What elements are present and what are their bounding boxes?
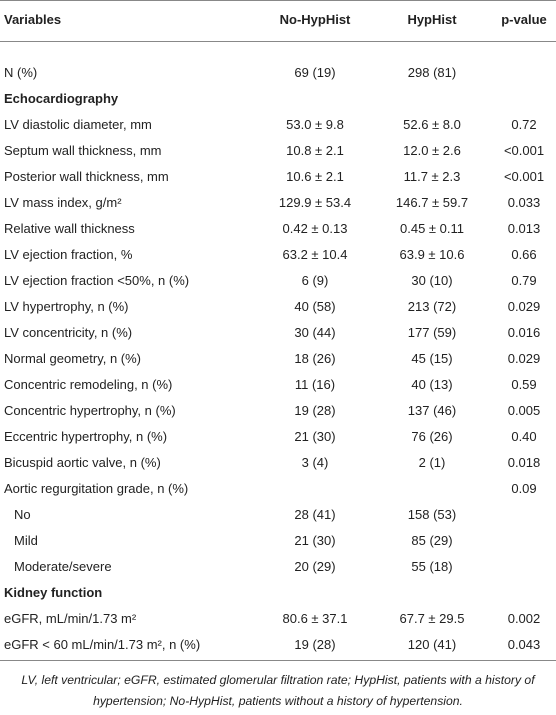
value-cell: 11 (16) xyxy=(294,377,336,392)
value-cell: 120 (41) xyxy=(407,637,457,652)
value-cell: 28 (41) xyxy=(294,507,336,522)
value-cell: 85 (29) xyxy=(411,533,453,548)
value-cell: 0.018 xyxy=(507,455,541,470)
value-cell: 0.79 xyxy=(511,273,537,288)
value-cell: 19 (28) xyxy=(294,637,336,652)
value-cell: 63.9 ± 10.6 xyxy=(399,247,465,262)
value-cell: <0.001 xyxy=(503,169,545,184)
value-cell: 52.6 ± 8.0 xyxy=(403,117,461,132)
value-cell: 11.7 ± 2.3 xyxy=(403,169,461,184)
value-cell: 177 (59) xyxy=(407,325,457,340)
value-cell: 40 (13) xyxy=(411,377,453,392)
value-cell: 146.7 ± 59.7 xyxy=(395,195,469,210)
header-cell: No-HypHist xyxy=(279,12,351,27)
value-cell: 158 (53) xyxy=(407,507,457,522)
row-label: Normal geometry, n (%) xyxy=(4,351,142,366)
value-cell: 69 (19) xyxy=(294,65,336,80)
value-cell: 0.72 xyxy=(511,117,537,132)
value-cell: 129.9 ± 53.4 xyxy=(278,195,352,210)
value-cell: 137 (46) xyxy=(407,403,457,418)
row-label: Mild xyxy=(14,533,38,548)
value-cell: 2 (1) xyxy=(418,455,446,470)
row-label: LV ejection fraction <50%, n (%) xyxy=(4,273,190,288)
value-cell: 12.0 ± 2.6 xyxy=(403,143,461,158)
value-cell: 213 (72) xyxy=(407,299,457,314)
value-cell: 10.8 ± 2.1 xyxy=(286,143,344,158)
row-label: N (%) xyxy=(4,65,38,80)
value-cell: 0.59 xyxy=(511,377,537,392)
value-cell: 76 (26) xyxy=(411,429,453,444)
row-label: LV mass index, g/m² xyxy=(4,195,122,210)
value-cell: 0.42 ± 0.13 xyxy=(282,221,348,236)
row-label: LV hypertrophy, n (%) xyxy=(4,299,129,314)
value-cell: 0.029 xyxy=(507,351,541,366)
section-title: Echocardiography xyxy=(4,91,119,106)
value-cell: 21 (30) xyxy=(294,533,336,548)
value-cell: 0.016 xyxy=(507,325,541,340)
value-cell: 0.09 xyxy=(511,481,537,496)
row-label: Aortic regurgitation grade, n (%) xyxy=(4,481,189,496)
value-cell: 0.013 xyxy=(507,221,541,236)
row-label: Posterior wall thickness, mm xyxy=(4,169,169,184)
row-label: Bicuspid aortic valve, n (%) xyxy=(4,455,161,470)
value-cell: 55 (18) xyxy=(411,559,453,574)
value-cell: 45 (15) xyxy=(411,351,453,366)
row-label: Concentric remodeling, n (%) xyxy=(4,377,173,392)
bottom-rule xyxy=(0,660,556,661)
row-label: No xyxy=(14,507,31,522)
value-cell: 6 (9) xyxy=(301,273,329,288)
value-cell: 30 (10) xyxy=(411,273,453,288)
header-rule xyxy=(0,41,556,42)
value-cell: 0.033 xyxy=(507,195,541,210)
row-label: Moderate/severe xyxy=(14,559,112,574)
value-cell: 21 (30) xyxy=(294,429,336,444)
value-cell: 0.005 xyxy=(507,403,541,418)
value-cell: 40 (58) xyxy=(294,299,336,314)
value-cell: 3 (4) xyxy=(301,455,329,470)
header-cell: p-value xyxy=(501,12,547,27)
value-cell: 0.029 xyxy=(507,299,541,314)
row-label: LV concentricity, n (%) xyxy=(4,325,133,340)
value-cell: 0.002 xyxy=(507,611,541,626)
value-cell: 53.0 ± 9.8 xyxy=(286,117,344,132)
value-cell: 0.043 xyxy=(507,637,541,652)
row-label: Eccentric hypertrophy, n (%) xyxy=(4,429,168,444)
footnote: LV, left ventricular; eGFR, estimated gl… xyxy=(21,673,535,708)
row-label: Concentric hypertrophy, n (%) xyxy=(4,403,176,418)
top-rule xyxy=(0,0,556,1)
row-label: Relative wall thickness xyxy=(4,221,135,236)
row-label: LV diastolic diameter, mm xyxy=(4,117,152,132)
header-cell: HypHist xyxy=(407,12,457,27)
value-cell: 18 (26) xyxy=(294,351,336,366)
row-label: LV ejection fraction, % xyxy=(4,247,133,262)
value-cell: 10.6 ± 2.1 xyxy=(286,169,344,184)
value-cell: 30 (44) xyxy=(294,325,336,340)
value-cell: 0.45 ± 0.11 xyxy=(400,221,464,236)
row-label: eGFR, mL/min/1.73 m² xyxy=(4,611,137,626)
value-cell: 63.2 ± 10.4 xyxy=(282,247,348,262)
section-title: Kidney function xyxy=(4,585,103,600)
value-cell: <0.001 xyxy=(503,143,545,158)
header-cell: Variables xyxy=(4,12,62,27)
value-cell: 80.6 ± 37.1 xyxy=(282,611,348,626)
row-label: eGFR < 60 mL/min/1.73 m², n (%) xyxy=(4,637,201,652)
value-cell: 67.7 ± 29.5 xyxy=(399,611,465,626)
value-cell: 298 (81) xyxy=(407,65,457,80)
value-cell: 0.40 xyxy=(511,429,537,444)
value-cell: 0.66 xyxy=(511,247,537,262)
row-label: Septum wall thickness, mm xyxy=(4,143,162,158)
value-cell: 19 (28) xyxy=(294,403,336,418)
value-cell: 20 (29) xyxy=(294,559,336,574)
